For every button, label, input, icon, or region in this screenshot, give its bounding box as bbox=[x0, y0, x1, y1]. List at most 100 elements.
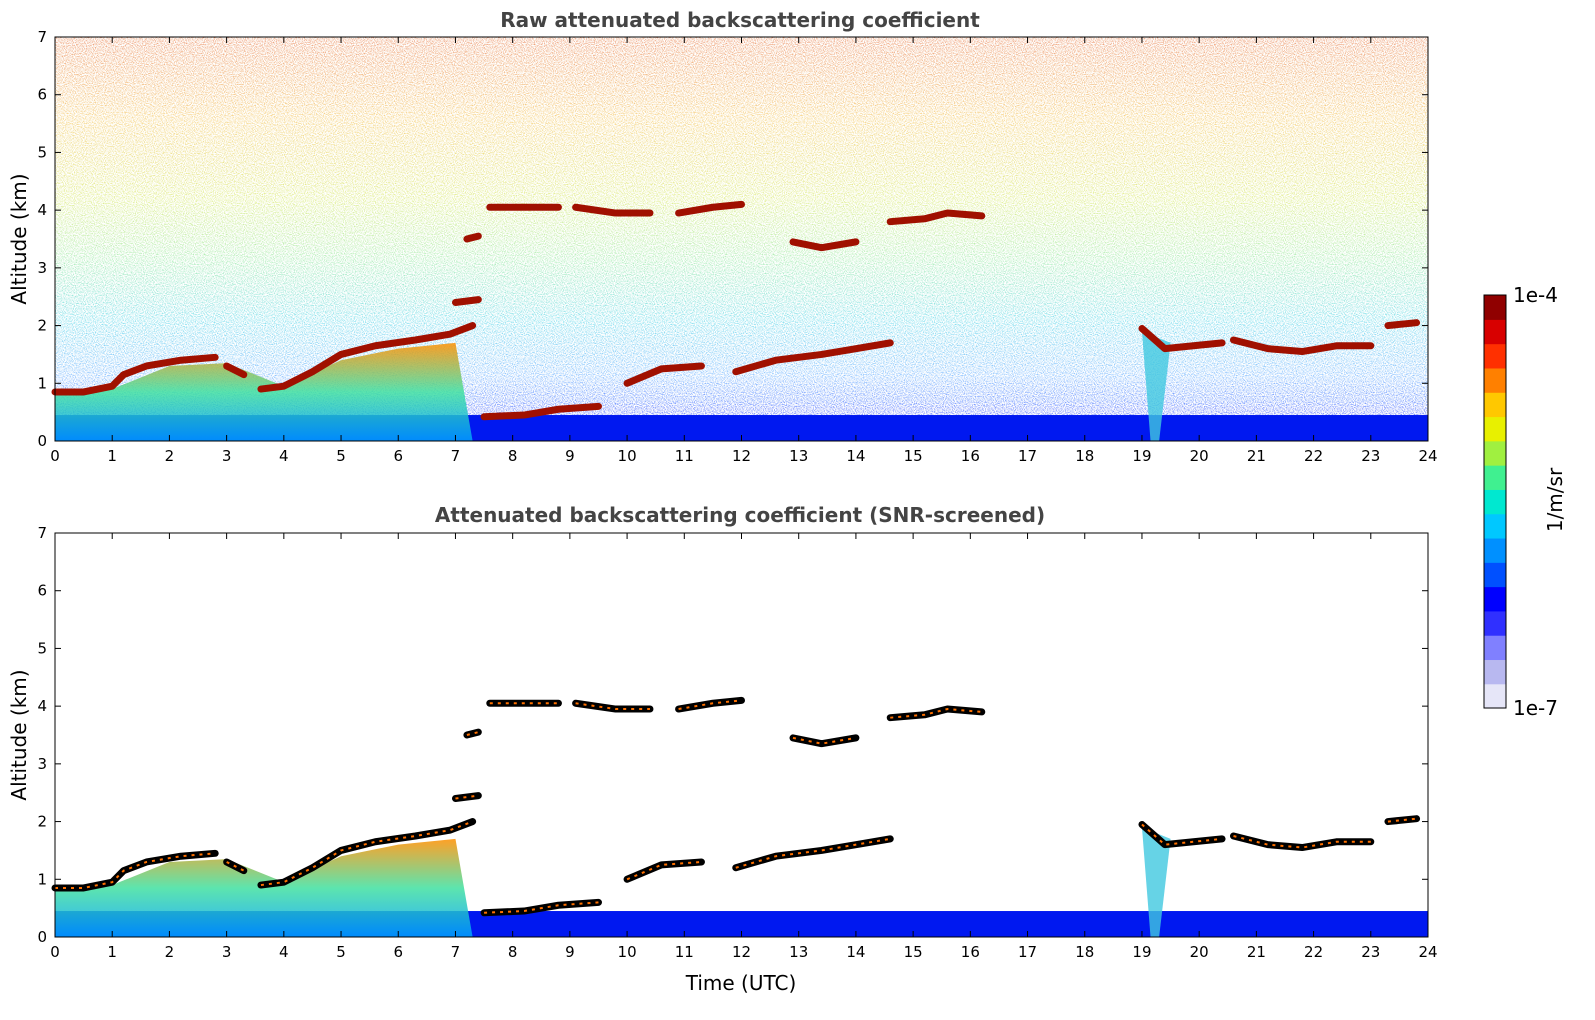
panel-raw: Raw attenuated backscattering coefficien… bbox=[7, 8, 1438, 465]
cloud-layer-edge bbox=[484, 901, 599, 914]
x-tick-label: 23 bbox=[1361, 943, 1380, 961]
y-tick-label: 5 bbox=[37, 143, 47, 161]
x-tick-label: 21 bbox=[1247, 447, 1266, 465]
x-tick-label: 2 bbox=[165, 943, 175, 961]
y-tick-label: 7 bbox=[37, 524, 47, 542]
colorbar-swatch bbox=[1484, 659, 1506, 685]
y-tick-label: 2 bbox=[37, 317, 47, 335]
x-tick-label: 13 bbox=[789, 943, 808, 961]
x-tick-label: 1 bbox=[107, 943, 117, 961]
colorbar-swatch bbox=[1484, 416, 1506, 442]
cloud-layer-edge bbox=[226, 861, 245, 872]
x-tick-label: 10 bbox=[618, 447, 637, 465]
plot-area bbox=[51, 533, 1428, 937]
x-tick-label: 16 bbox=[961, 943, 980, 961]
x-tick-label: 3 bbox=[222, 943, 232, 961]
y-tick-label: 4 bbox=[37, 201, 47, 219]
y-tick-label: 5 bbox=[37, 639, 47, 657]
x-tick-label: 21 bbox=[1247, 943, 1266, 961]
colorbar-swatch bbox=[1484, 513, 1506, 539]
plume-region bbox=[1141, 827, 1171, 937]
x-axis-ticks: 0 1 2 3 4 5 6 7 8 9 10 11 12 13 14 15 16 17 18 19 20 21 22 23 24 bbox=[50, 533, 1438, 961]
colorbar-swatch bbox=[1484, 367, 1506, 393]
x-tick-label: 16 bbox=[961, 447, 980, 465]
x-tick-label: 11 bbox=[675, 943, 694, 961]
cloud-layer-edge bbox=[260, 820, 473, 887]
cloud-layer bbox=[1384, 319, 1421, 330]
cloud-layer bbox=[789, 238, 860, 252]
colorbar-swatch bbox=[1484, 562, 1506, 588]
x-tick-label: 3 bbox=[222, 447, 232, 465]
y-axis-ticks: 0 1 2 3 4 5 6 7 bbox=[37, 524, 1428, 946]
colorbar-min-label: 1e-7 bbox=[1513, 696, 1558, 720]
cloud-layer bbox=[1229, 832, 1375, 852]
cloud-layer bbox=[623, 362, 705, 387]
x-tick-label: 19 bbox=[1132, 447, 1151, 465]
cloud-layer-edge bbox=[890, 708, 982, 719]
y-tick-label: 6 bbox=[37, 86, 47, 104]
cloud-layer-edge bbox=[626, 860, 702, 881]
cloud-layer bbox=[223, 362, 248, 379]
x-tick-label: 22 bbox=[1304, 943, 1323, 961]
x-tick-label: 12 bbox=[732, 943, 751, 961]
cloud-layer bbox=[732, 835, 894, 872]
chart-title: Raw attenuated backscattering coefficien… bbox=[500, 8, 980, 32]
panel-snr-screened: Attenuated backscattering coefficient (S… bbox=[7, 503, 1438, 995]
x-tick-label: 8 bbox=[508, 943, 518, 961]
cloud-layer-edge bbox=[678, 699, 742, 711]
y-tick-label: 7 bbox=[37, 28, 47, 46]
x-tick-label: 6 bbox=[393, 447, 403, 465]
y-tick-label: 0 bbox=[37, 432, 47, 450]
x-tick-label: 4 bbox=[279, 943, 289, 961]
x-tick-label: 20 bbox=[1190, 447, 1209, 465]
y-axis-label: Altitude (km) bbox=[7, 173, 31, 304]
x-tick-label: 5 bbox=[336, 943, 346, 961]
cloud-layer bbox=[675, 200, 745, 217]
colorbar-frame bbox=[1483, 294, 1507, 709]
x-tick-label: 13 bbox=[789, 447, 808, 465]
x-tick-label: 10 bbox=[618, 943, 637, 961]
cloud-layer bbox=[886, 209, 986, 226]
x-tick-label: 14 bbox=[846, 447, 865, 465]
cloud-layer bbox=[732, 339, 894, 376]
x-tick-label: 22 bbox=[1304, 447, 1323, 465]
y-axis-ticks: 0 1 2 3 4 5 6 7 bbox=[37, 28, 1428, 450]
x-axis-ticks: 0 1 2 3 4 5 6 7 8 9 10 11 12 13 14 15 16 17 18 19 20 21 22 23 24 bbox=[50, 37, 1438, 465]
colorbar-swatch bbox=[1484, 537, 1506, 563]
cloud-layer bbox=[1229, 336, 1375, 356]
y-tick-label: 2 bbox=[37, 813, 47, 831]
colorbar-swatch bbox=[1484, 610, 1506, 636]
cloud-layer bbox=[51, 353, 219, 396]
colorbar-unit-label: 1/m/sr bbox=[1543, 467, 1567, 532]
cloud-layer bbox=[1138, 324, 1226, 353]
x-tick-label: 17 bbox=[1018, 447, 1037, 465]
x-tick-label: 24 bbox=[1418, 447, 1437, 465]
colorbar-swatch bbox=[1484, 586, 1506, 612]
x-tick-label: 9 bbox=[565, 447, 575, 465]
cloud-layer-edge bbox=[466, 731, 479, 736]
colorbar: 1e-4 1e-7 1/m/sr bbox=[1483, 283, 1567, 720]
cloud-layer bbox=[463, 232, 482, 243]
cloud-layer bbox=[451, 296, 482, 306]
x-tick-label: 2 bbox=[165, 447, 175, 465]
x-tick-label: 9 bbox=[565, 943, 575, 961]
x-tick-label: 4 bbox=[279, 447, 289, 465]
cloud-layer-edge bbox=[792, 736, 857, 745]
y-tick-label: 1 bbox=[37, 374, 47, 392]
x-axis-label: Time (UTC) bbox=[685, 971, 797, 995]
x-tick-label: 14 bbox=[846, 943, 865, 961]
x-tick-label: 12 bbox=[732, 447, 751, 465]
cloud-layer-edge bbox=[575, 702, 650, 711]
plot-area bbox=[51, 37, 1428, 441]
y-tick-label: 1 bbox=[37, 870, 47, 888]
y-axis-label: Altitude (km) bbox=[7, 669, 31, 800]
x-tick-label: 7 bbox=[451, 943, 461, 961]
x-tick-label: 20 bbox=[1190, 943, 1209, 961]
x-tick-label: 15 bbox=[904, 943, 923, 961]
chart-title: Attenuated backscattering coefficient (S… bbox=[435, 503, 1045, 527]
x-tick-label: 1 bbox=[107, 447, 117, 465]
cloud-layer-edge bbox=[1141, 823, 1223, 846]
colorbar-swatch bbox=[1484, 440, 1506, 466]
y-tick-label: 3 bbox=[37, 259, 47, 277]
colorbar-swatch bbox=[1484, 295, 1506, 320]
